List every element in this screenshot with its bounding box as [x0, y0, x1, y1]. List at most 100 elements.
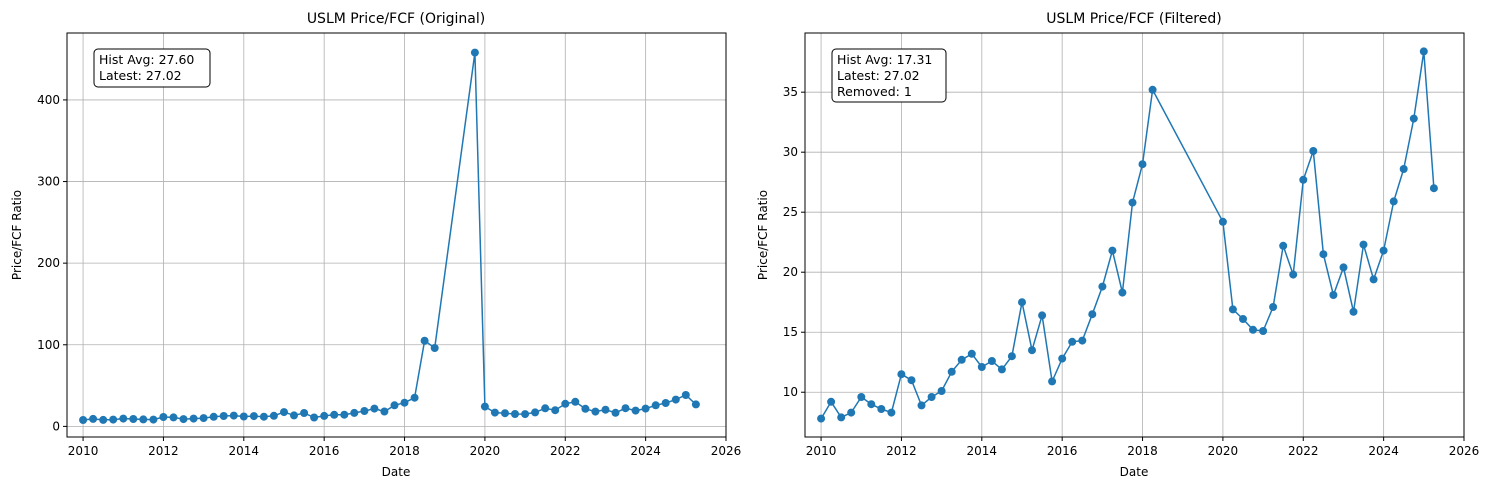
data-point	[320, 411, 329, 420]
annotation-line: Removed: 1	[837, 84, 912, 99]
data-point	[1007, 352, 1016, 361]
data-point	[827, 397, 836, 406]
y-tick-label: 20	[783, 265, 798, 279]
data-point	[591, 407, 600, 416]
y-axis-label: Price/FCF Ratio	[10, 190, 24, 280]
data-point	[1269, 303, 1278, 311]
data-point	[300, 409, 309, 417]
x-tick-label: 2010	[68, 444, 99, 458]
data-point	[149, 415, 158, 424]
data-point	[621, 404, 630, 413]
data-point	[1249, 325, 1257, 334]
x-tick-label: 2012	[148, 444, 179, 458]
x-tick-label: 2026	[711, 444, 742, 458]
x-tick-label: 2018	[1127, 444, 1158, 458]
chart-title: USLM Price/FCF (Original)	[307, 11, 485, 27]
y-tick-label: 400	[37, 93, 60, 107]
data-point	[1218, 217, 1227, 226]
data-point	[139, 415, 148, 424]
data-point	[1309, 147, 1318, 155]
data-point	[330, 410, 339, 419]
data-point	[641, 404, 650, 413]
data-point	[400, 398, 409, 407]
data-point	[199, 414, 208, 423]
x-tick-label: 2016	[1047, 444, 1078, 458]
data-point	[290, 411, 298, 420]
data-point	[249, 412, 258, 421]
data-point	[1259, 327, 1268, 335]
data-point	[340, 410, 349, 419]
x-tick-label: 2022	[550, 444, 581, 458]
data-point	[681, 391, 690, 399]
y-tick-label: 25	[783, 205, 798, 219]
data-point	[561, 399, 570, 408]
chart-panel-filtered: USLM Price/FCF (Filtered) 2010 2012 2014 20…	[756, 11, 1479, 479]
data-point	[189, 414, 198, 423]
data-point	[997, 365, 1006, 374]
data-point	[1279, 241, 1288, 250]
stats-annotation: Hist Avg: 17.31 Latest: 27.02 Removed: 1	[831, 48, 947, 103]
y-tick-label: 35	[783, 85, 798, 99]
data-point	[1329, 291, 1338, 299]
data-point	[1339, 263, 1348, 272]
data-point	[571, 397, 580, 406]
data-point	[119, 414, 128, 423]
data-point	[937, 387, 946, 395]
data-point	[581, 404, 590, 413]
data-point	[390, 401, 399, 410]
x-tick-label: 2010	[806, 444, 837, 458]
data-point	[380, 407, 389, 416]
axes-frame	[804, 32, 1465, 438]
data-point	[1028, 346, 1036, 355]
data-point	[837, 413, 846, 422]
data-point	[259, 412, 268, 421]
data-point	[1018, 298, 1026, 307]
data-point	[897, 370, 906, 379]
annotation-line: Hist Avg: 17.31	[837, 52, 932, 67]
data-point	[350, 408, 359, 417]
data-point	[1038, 311, 1047, 320]
data-point	[1108, 246, 1117, 255]
data-point	[847, 408, 856, 417]
data-point	[310, 413, 319, 422]
data-point	[1088, 310, 1097, 319]
data-point	[551, 406, 560, 415]
data-point	[511, 410, 519, 418]
data-point	[1299, 175, 1308, 184]
data-point	[280, 408, 288, 417]
data-point	[907, 376, 916, 385]
data-point	[917, 401, 926, 410]
data-point	[671, 395, 680, 404]
annotation-box	[831, 48, 947, 103]
x-tick-label: 2014	[967, 444, 998, 458]
x-tick-label: 2016	[309, 444, 340, 458]
data-point	[1429, 184, 1438, 193]
chart-title: USLM Price/FCF (Filtered)	[1046, 11, 1221, 27]
stats-annotation: Hist Avg: 27.60 Latest: 27.02	[93, 48, 211, 88]
annotation-line: Latest: 27.02	[837, 68, 920, 83]
axes-frame	[66, 32, 727, 438]
data-point	[129, 415, 138, 423]
y-tick-label: 10	[783, 385, 798, 399]
data-point	[1128, 198, 1137, 207]
data-point	[1068, 337, 1077, 346]
annotation-line: Latest: 27.02	[99, 68, 182, 83]
y-tick-label: 15	[783, 325, 798, 339]
data-point	[601, 405, 610, 414]
data-point	[480, 402, 489, 411]
data-point	[89, 414, 98, 423]
data-point	[1419, 47, 1428, 56]
data-point	[1369, 275, 1378, 284]
data-point	[631, 406, 640, 415]
data-point	[1228, 305, 1237, 314]
data-point	[1058, 354, 1067, 363]
data-point	[877, 405, 886, 413]
annotation-box	[93, 48, 211, 88]
data-point	[521, 410, 530, 419]
x-tick-label: 2020	[1208, 444, 1239, 458]
y-tick-label: 200	[37, 256, 60, 270]
data-point	[1349, 307, 1358, 316]
data-point	[1379, 246, 1388, 255]
data-point	[957, 355, 966, 364]
data-point	[209, 412, 218, 421]
